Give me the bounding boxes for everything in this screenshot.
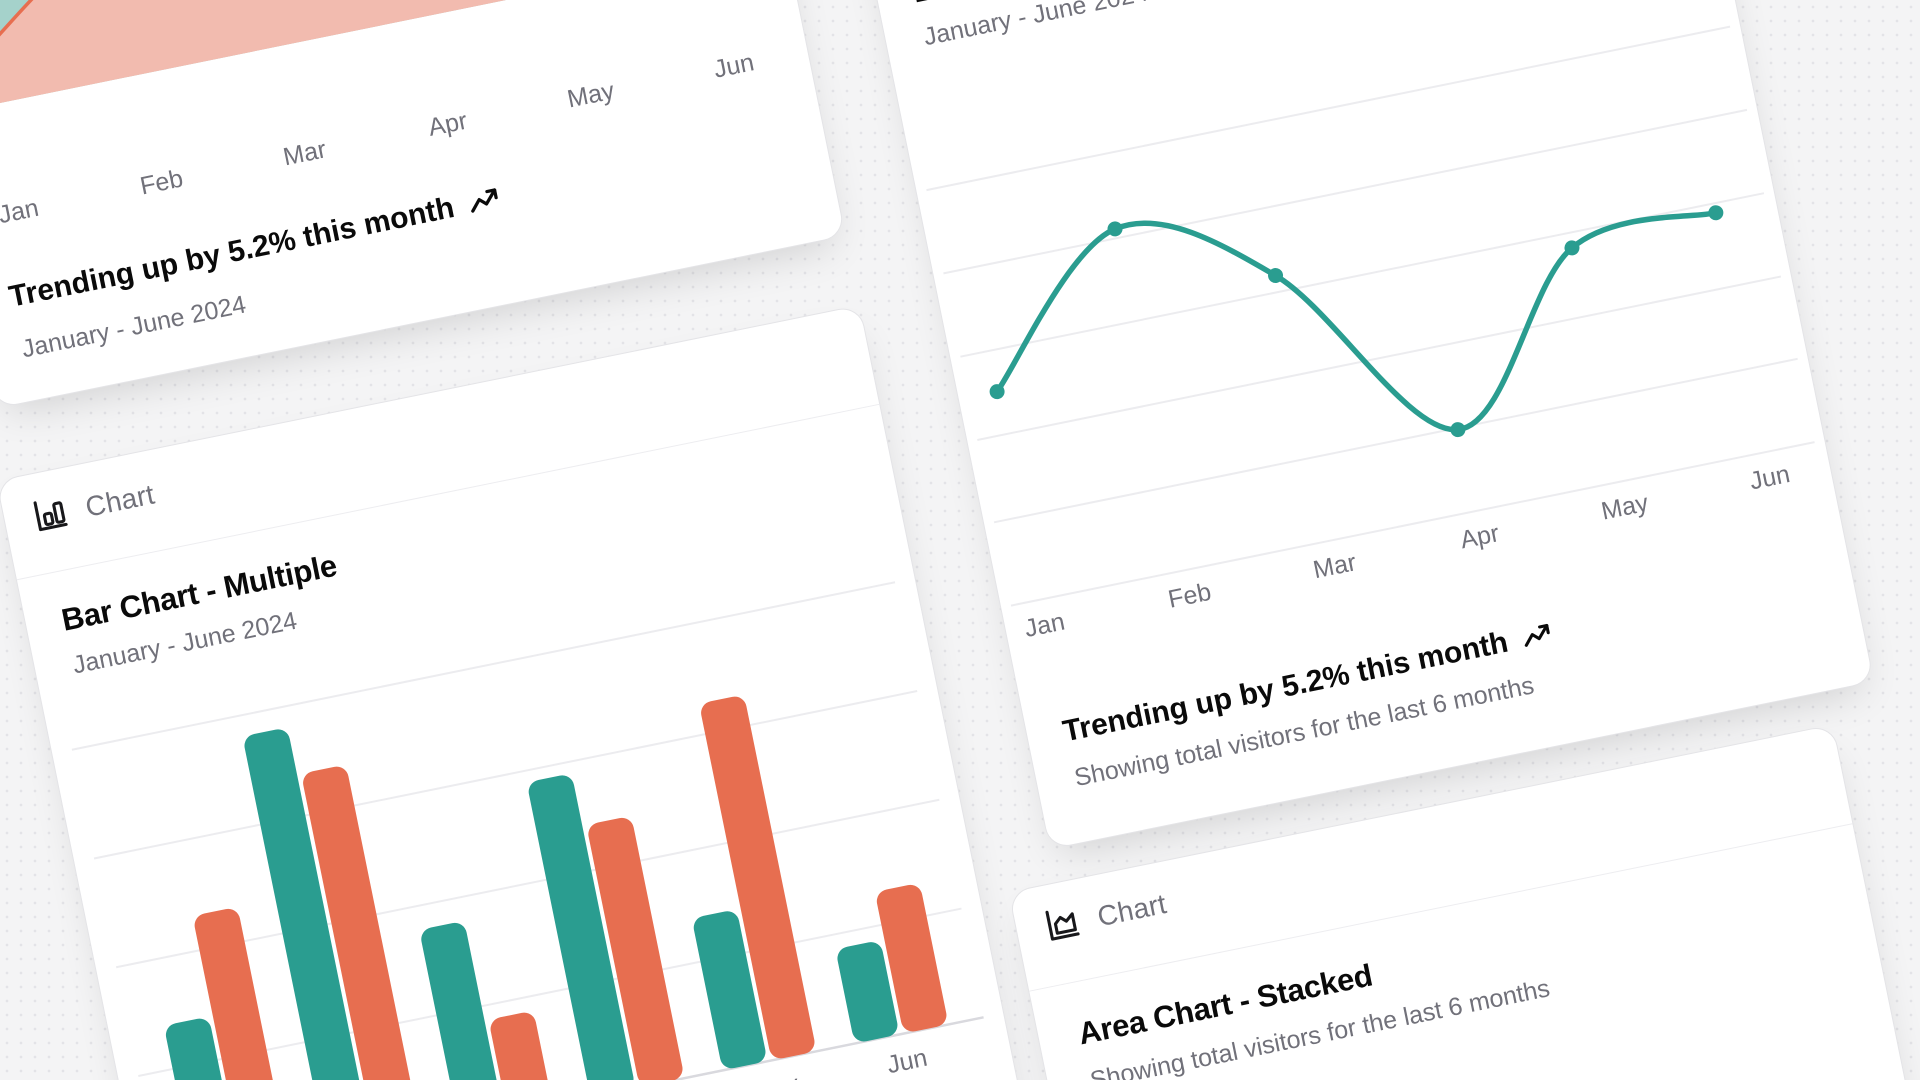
trending-up-icon — [471, 188, 499, 213]
x-axis-label: Jun — [1747, 460, 1793, 496]
gridline — [943, 108, 1748, 275]
card-toolbar: Chart — [0, 306, 879, 579]
gridline — [993, 357, 1798, 524]
toolbar-label: Chart — [82, 478, 158, 523]
x-axis-label: Jan — [1022, 607, 1068, 644]
bar — [194, 908, 287, 1080]
data-point-dot — [1268, 268, 1284, 284]
bar — [693, 911, 766, 1069]
card-line-chart-dots: Chart Line Chart - Dots January - June 2… — [849, 0, 1875, 850]
bar — [876, 884, 947, 1032]
x-axis-label: Mar — [280, 135, 329, 172]
data-point-dot — [1107, 221, 1123, 237]
toolbar-label: Chart — [1094, 887, 1170, 933]
card-toolbar: Chart — [1009, 725, 1852, 990]
x-axis-label: Jan — [0, 193, 42, 230]
bar — [701, 696, 815, 1059]
x-axis-label: Apr — [425, 106, 470, 142]
gridline — [71, 581, 896, 751]
gridline — [926, 25, 1731, 192]
data-point-dot — [1564, 240, 1580, 256]
footer-trend: Trending up by 5.2% this month — [1060, 616, 1556, 749]
x-axis-label: Jun — [711, 48, 757, 84]
line-series — [994, 209, 1719, 433]
card-area-chart-top-left: Jan Feb Mar Apr May Jun Trending up by 5.2% t… — [0, 0, 847, 409]
bar — [528, 775, 634, 1080]
gridline — [977, 275, 1782, 441]
gridline — [138, 907, 962, 1078]
bar — [303, 766, 419, 1080]
area-band-bottom — [0, 0, 712, 104]
stacked-area-chart[interactable] — [0, 0, 785, 116]
gridline — [1010, 441, 1815, 607]
bar-chart-icon — [33, 501, 68, 532]
footer-trend: Trending up by 5.2% this month — [6, 181, 504, 314]
bar — [165, 1018, 238, 1080]
x-axis-line — [160, 1016, 984, 1080]
x-axis-label: May — [564, 76, 617, 114]
bar — [837, 942, 898, 1042]
card-description: January - June 2024 — [921, 0, 1151, 52]
grouped-bar-chart[interactable] — [45, 541, 1019, 1080]
bar — [244, 729, 370, 1080]
line-chart-with-dots[interactable] — [899, 0, 1828, 623]
bar — [490, 1012, 551, 1080]
x-axis-label: Feb — [137, 164, 186, 201]
gridline — [93, 690, 918, 860]
bar — [421, 922, 502, 1080]
card-area-chart-stacked: Chart Area Chart - Stacked Showing total… — [1008, 724, 1920, 1080]
area-chart-icon — [1045, 910, 1080, 941]
data-point-dot — [989, 384, 1005, 400]
bar — [588, 817, 683, 1080]
x-axis-label: Apr — [1457, 519, 1502, 555]
trending-up-icon — [1525, 623, 1551, 647]
data-point-dot — [1708, 205, 1724, 221]
card-bar-chart-multiple: Chart Bar Chart - Multiple January - Jun… — [0, 304, 1110, 1080]
gridline — [115, 798, 940, 969]
data-point-dot — [1450, 422, 1466, 438]
